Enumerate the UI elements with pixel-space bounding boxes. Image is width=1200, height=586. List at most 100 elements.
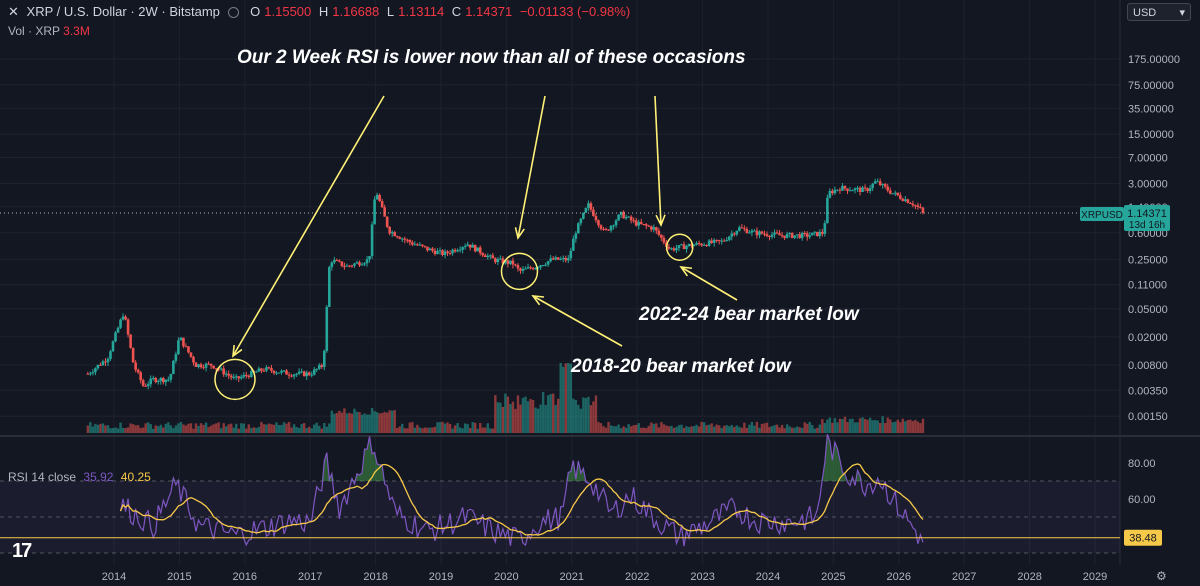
volume-bar bbox=[640, 427, 643, 433]
candle-body bbox=[91, 372, 95, 374]
candle-body bbox=[486, 255, 490, 258]
candle-body bbox=[94, 368, 97, 373]
volume-bar bbox=[546, 395, 550, 433]
volume-legend[interactable]: Vol · XRP 3.3M bbox=[8, 24, 90, 38]
volume-bar bbox=[214, 423, 218, 433]
volume-bar bbox=[89, 422, 92, 433]
candle-body bbox=[712, 239, 716, 243]
currency-selector[interactable]: USD bbox=[1127, 3, 1191, 22]
candle-body bbox=[707, 240, 711, 247]
volume-bar bbox=[265, 424, 268, 433]
volume-bar bbox=[833, 418, 837, 433]
candle-body bbox=[499, 258, 502, 260]
volume-bar bbox=[365, 414, 369, 433]
volume-bar bbox=[878, 423, 882, 433]
gear-icon[interactable]: ⚙ bbox=[1156, 569, 1167, 583]
volume-bar bbox=[486, 423, 489, 433]
volume-bar bbox=[778, 427, 781, 433]
volume-bar bbox=[287, 421, 291, 433]
candle-body bbox=[868, 188, 872, 191]
candle-body bbox=[245, 374, 248, 376]
candle-body bbox=[609, 225, 613, 231]
volume-bar bbox=[235, 423, 238, 433]
market-status-dot bbox=[227, 7, 239, 19]
volume-bar bbox=[330, 410, 334, 433]
rsi-tick-label: 80.00 bbox=[1128, 458, 1156, 470]
candle-body bbox=[569, 250, 573, 259]
price-tag-bg bbox=[1124, 205, 1170, 231]
volume-bar bbox=[360, 414, 364, 433]
volume-bar bbox=[753, 425, 756, 433]
volume-bar bbox=[531, 400, 535, 433]
candle-body bbox=[551, 258, 555, 260]
time-tick-label: 2026 bbox=[887, 571, 911, 583]
volume-bar bbox=[438, 422, 442, 433]
volume-bar bbox=[172, 428, 175, 433]
candle-body bbox=[549, 258, 552, 262]
annotation-arrow-head bbox=[679, 266, 693, 277]
volume-bar bbox=[712, 426, 716, 433]
volume-bar bbox=[906, 420, 910, 433]
candle-body bbox=[690, 243, 693, 247]
volume-bar bbox=[484, 427, 487, 433]
candle-body bbox=[871, 183, 874, 189]
volume-bar bbox=[599, 423, 603, 433]
candle-body bbox=[607, 229, 610, 231]
volume-bar bbox=[184, 425, 188, 433]
volume-bar bbox=[853, 422, 857, 433]
volume-bar bbox=[730, 425, 733, 433]
symbol-title[interactable]: XRP / U.S. Dollar · 2W · Bitstamp bbox=[26, 4, 220, 19]
volume-bar bbox=[914, 419, 917, 433]
volume-bar bbox=[567, 363, 570, 433]
candle-body bbox=[582, 212, 585, 219]
candle-body bbox=[899, 195, 902, 199]
candle-body bbox=[680, 244, 683, 246]
candle-body bbox=[446, 251, 449, 253]
volume-bar bbox=[343, 408, 346, 433]
candle-body bbox=[257, 368, 261, 372]
candle-body bbox=[219, 368, 223, 370]
volume-bar bbox=[672, 427, 676, 433]
rsi-legend[interactable]: RSI 14 close 35.92 40.25 bbox=[8, 470, 151, 484]
candle-body bbox=[187, 346, 190, 353]
volume-bar bbox=[783, 428, 786, 433]
volume-bar bbox=[247, 424, 251, 433]
volume-bar bbox=[584, 398, 588, 433]
close-icon[interactable]: ✕ bbox=[8, 4, 19, 19]
volume-bar bbox=[687, 427, 691, 433]
candle-body bbox=[805, 233, 809, 237]
volume-bar bbox=[471, 422, 474, 433]
annotation-arrow-head bbox=[514, 227, 525, 240]
candle-body bbox=[873, 181, 877, 184]
volume-bar bbox=[260, 421, 263, 433]
time-tick-label: 2027 bbox=[952, 571, 976, 583]
candle-body bbox=[443, 251, 447, 255]
volume-bar bbox=[396, 428, 399, 433]
candle-body bbox=[162, 378, 165, 383]
candle-body bbox=[172, 360, 175, 375]
volume-bar bbox=[380, 413, 384, 433]
volume-bar bbox=[91, 426, 95, 433]
volume-bar bbox=[677, 425, 681, 433]
volume-bar bbox=[302, 423, 306, 433]
volume-bar bbox=[526, 401, 530, 433]
candle-body bbox=[199, 364, 203, 368]
candle-body bbox=[255, 371, 258, 373]
candle-body bbox=[511, 260, 515, 265]
candle-body bbox=[466, 244, 469, 247]
volume-bar bbox=[250, 427, 253, 433]
volume-bar bbox=[428, 427, 432, 433]
volume-bar bbox=[209, 425, 213, 433]
candle-body bbox=[911, 203, 915, 206]
candle-body bbox=[748, 232, 751, 234]
candle-body bbox=[260, 368, 263, 371]
tradingview-logo[interactable]: 17 bbox=[12, 540, 32, 562]
volume-bar bbox=[474, 422, 477, 433]
candle-body bbox=[398, 237, 402, 239]
volume-bar bbox=[750, 422, 754, 433]
candle-body bbox=[816, 231, 819, 237]
volume-bar bbox=[725, 425, 728, 433]
candle-body bbox=[237, 376, 241, 379]
volume-bar bbox=[506, 396, 510, 433]
